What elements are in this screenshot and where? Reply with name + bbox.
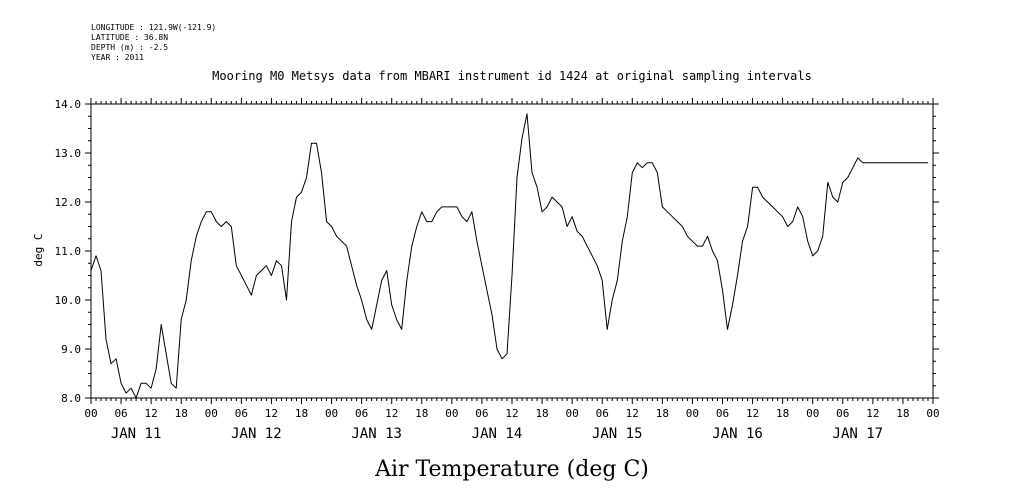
x-hour-label: 18 — [656, 407, 669, 420]
x-hour-label: 06 — [716, 407, 729, 420]
x-hour-label: 18 — [896, 407, 909, 420]
x-hour-label: 06 — [355, 407, 368, 420]
x-hour-label: 18 — [295, 407, 308, 420]
x-hour-label: 06 — [596, 407, 609, 420]
plot-frame — [90, 103, 934, 399]
x-hour-label: 06 — [836, 407, 849, 420]
x-day-label: JAN 11 — [111, 426, 162, 442]
x-hour-label: 12 — [145, 407, 158, 420]
x-hour-label: 00 — [325, 407, 338, 420]
x-hour-label: 12 — [265, 407, 278, 420]
x-day-label: JAN 13 — [351, 426, 402, 442]
x-hour-label: 12 — [746, 407, 759, 420]
x-hour-label: 12 — [626, 407, 639, 420]
x-hour-label: 12 — [866, 407, 879, 420]
y-tick-label: 12.0 — [55, 196, 82, 209]
x-hour-label: 18 — [175, 407, 188, 420]
x-hour-label: 18 — [415, 407, 428, 420]
x-hour-label: 18 — [535, 407, 548, 420]
x-hour-label: 12 — [505, 407, 518, 420]
meta-year: YEAR : 2011 — [91, 53, 144, 62]
chart-title: Mooring M0 Metsys data from MBARI instru… — [212, 69, 812, 83]
x-hour-label: 00 — [205, 407, 218, 420]
x-hour-label: 12 — [385, 407, 398, 420]
x-day-label: JAN 17 — [833, 426, 884, 442]
x-hour-label: 00 — [926, 407, 939, 420]
x-day-label: JAN 16 — [712, 426, 763, 442]
x-hour-label: 18 — [776, 407, 789, 420]
series-group — [90, 113, 928, 399]
metadata-block: LONGITUDE : 121.9W(-121.9) LATITUDE : 36… — [91, 23, 216, 62]
meta-depth: DEPTH (m) : -2.5 — [91, 43, 168, 52]
x-hour-label: 00 — [445, 407, 458, 420]
x-axis-title: Air Temperature (deg C) — [374, 457, 649, 482]
x-axis-ticks: 00 06 12 18 00 06 12 18 00 06 12 18 00 06 12 18 00 06 12 18… — [84, 98, 940, 442]
y-tick-label: 10.0 — [55, 294, 82, 307]
meta-longitude: LONGITUDE : 121.9W(-121.9) — [91, 23, 216, 32]
y-tick-label: 9.0 — [61, 343, 81, 356]
y-tick-label: 14.0 — [55, 98, 82, 111]
x-hour-label: 00 — [686, 407, 699, 420]
y-axis-label: deg C — [32, 233, 45, 266]
x-hour-label: 00 — [84, 407, 97, 420]
y-tick-label: 11.0 — [55, 245, 82, 258]
x-hour-label: 06 — [114, 407, 127, 420]
x-hour-label: 00 — [566, 407, 579, 420]
y-tick-label: 13.0 — [55, 147, 82, 160]
x-day-label: JAN 15 — [592, 426, 643, 442]
y-axis-ticks: 8.0 9.0 10.0 11.0 12.0 13.0 14.0 — [55, 98, 939, 405]
series-line — [90, 113, 928, 399]
x-hour-label: 00 — [806, 407, 819, 420]
x-hour-label: 06 — [475, 407, 488, 420]
x-day-label: JAN 12 — [231, 426, 282, 442]
x-hour-label: 06 — [235, 407, 248, 420]
y-tick-label: 8.0 — [61, 392, 81, 405]
x-day-label: JAN 14 — [472, 426, 523, 442]
meta-latitude: LATITUDE : 36.8N — [91, 33, 168, 42]
